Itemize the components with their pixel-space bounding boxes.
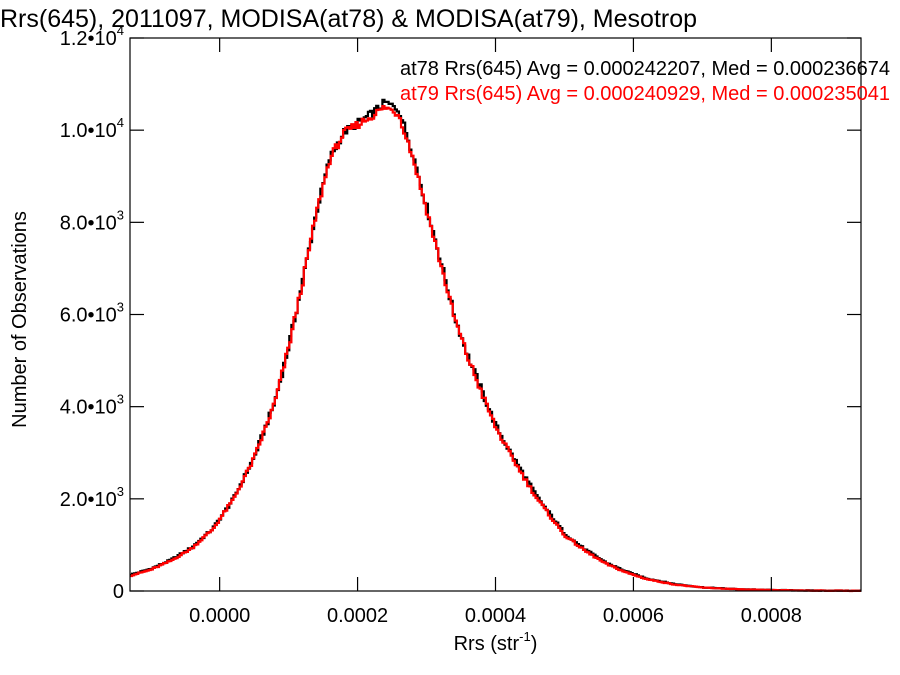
series-layer <box>130 98 862 593</box>
y-axis-title: Number of Observations <box>9 211 31 428</box>
legend-entry-at79: at79 Rrs(645) Avg = 0.000240929, Med = 0… <box>400 83 890 105</box>
x-tick-label-1: 0.0002 <box>327 605 388 627</box>
y-tick-label-0: 0 <box>113 581 124 603</box>
y-tick-label-1: 2.0•103 <box>60 484 124 511</box>
legend-entry-at78: at78 Rrs(645) Avg = 0.000242207, Med = 0… <box>400 58 890 80</box>
y-tick-label-2: 4.0•103 <box>60 392 124 419</box>
x-axis-ticks: 0.0000 0.0002 0.0004 0.0006 0.0008 <box>189 38 802 627</box>
y-tick-label-3: 6.0•103 <box>60 300 124 327</box>
x-axis-title-exponent: -1 <box>519 629 531 644</box>
x-tick-label-4: 0.0008 <box>741 605 802 627</box>
y-tick-label-6: 1.2•104 <box>60 23 124 50</box>
x-tick-label-0: 0.0000 <box>189 605 250 627</box>
x-tick-label-3: 0.0006 <box>603 605 664 627</box>
legend: at78 Rrs(645) Avg = 0.000242207, Med = 0… <box>400 58 890 105</box>
chart-title: Rrs(645), 2011097, MODISA(at78) & MODISA… <box>0 5 697 33</box>
y-tick-label-5: 1.0•104 <box>60 115 124 142</box>
x-axis-title-text: Rrs (str <box>454 633 520 655</box>
y-tick-label-4: 8.0•103 <box>60 207 124 234</box>
series-line-at79 <box>130 104 862 593</box>
plot-frame <box>129 37 862 592</box>
x-axis-title-close: ) <box>531 633 538 655</box>
x-axis-title: Rrs (str-1) <box>454 629 538 655</box>
series-line-at78 <box>130 98 862 592</box>
y-axis-ticks: 0 2.0•103 4.0•103 6.0•103 8.0•103 1.0•104 1.2•… <box>60 23 861 603</box>
x-tick-label-2: 0.0004 <box>465 605 526 627</box>
